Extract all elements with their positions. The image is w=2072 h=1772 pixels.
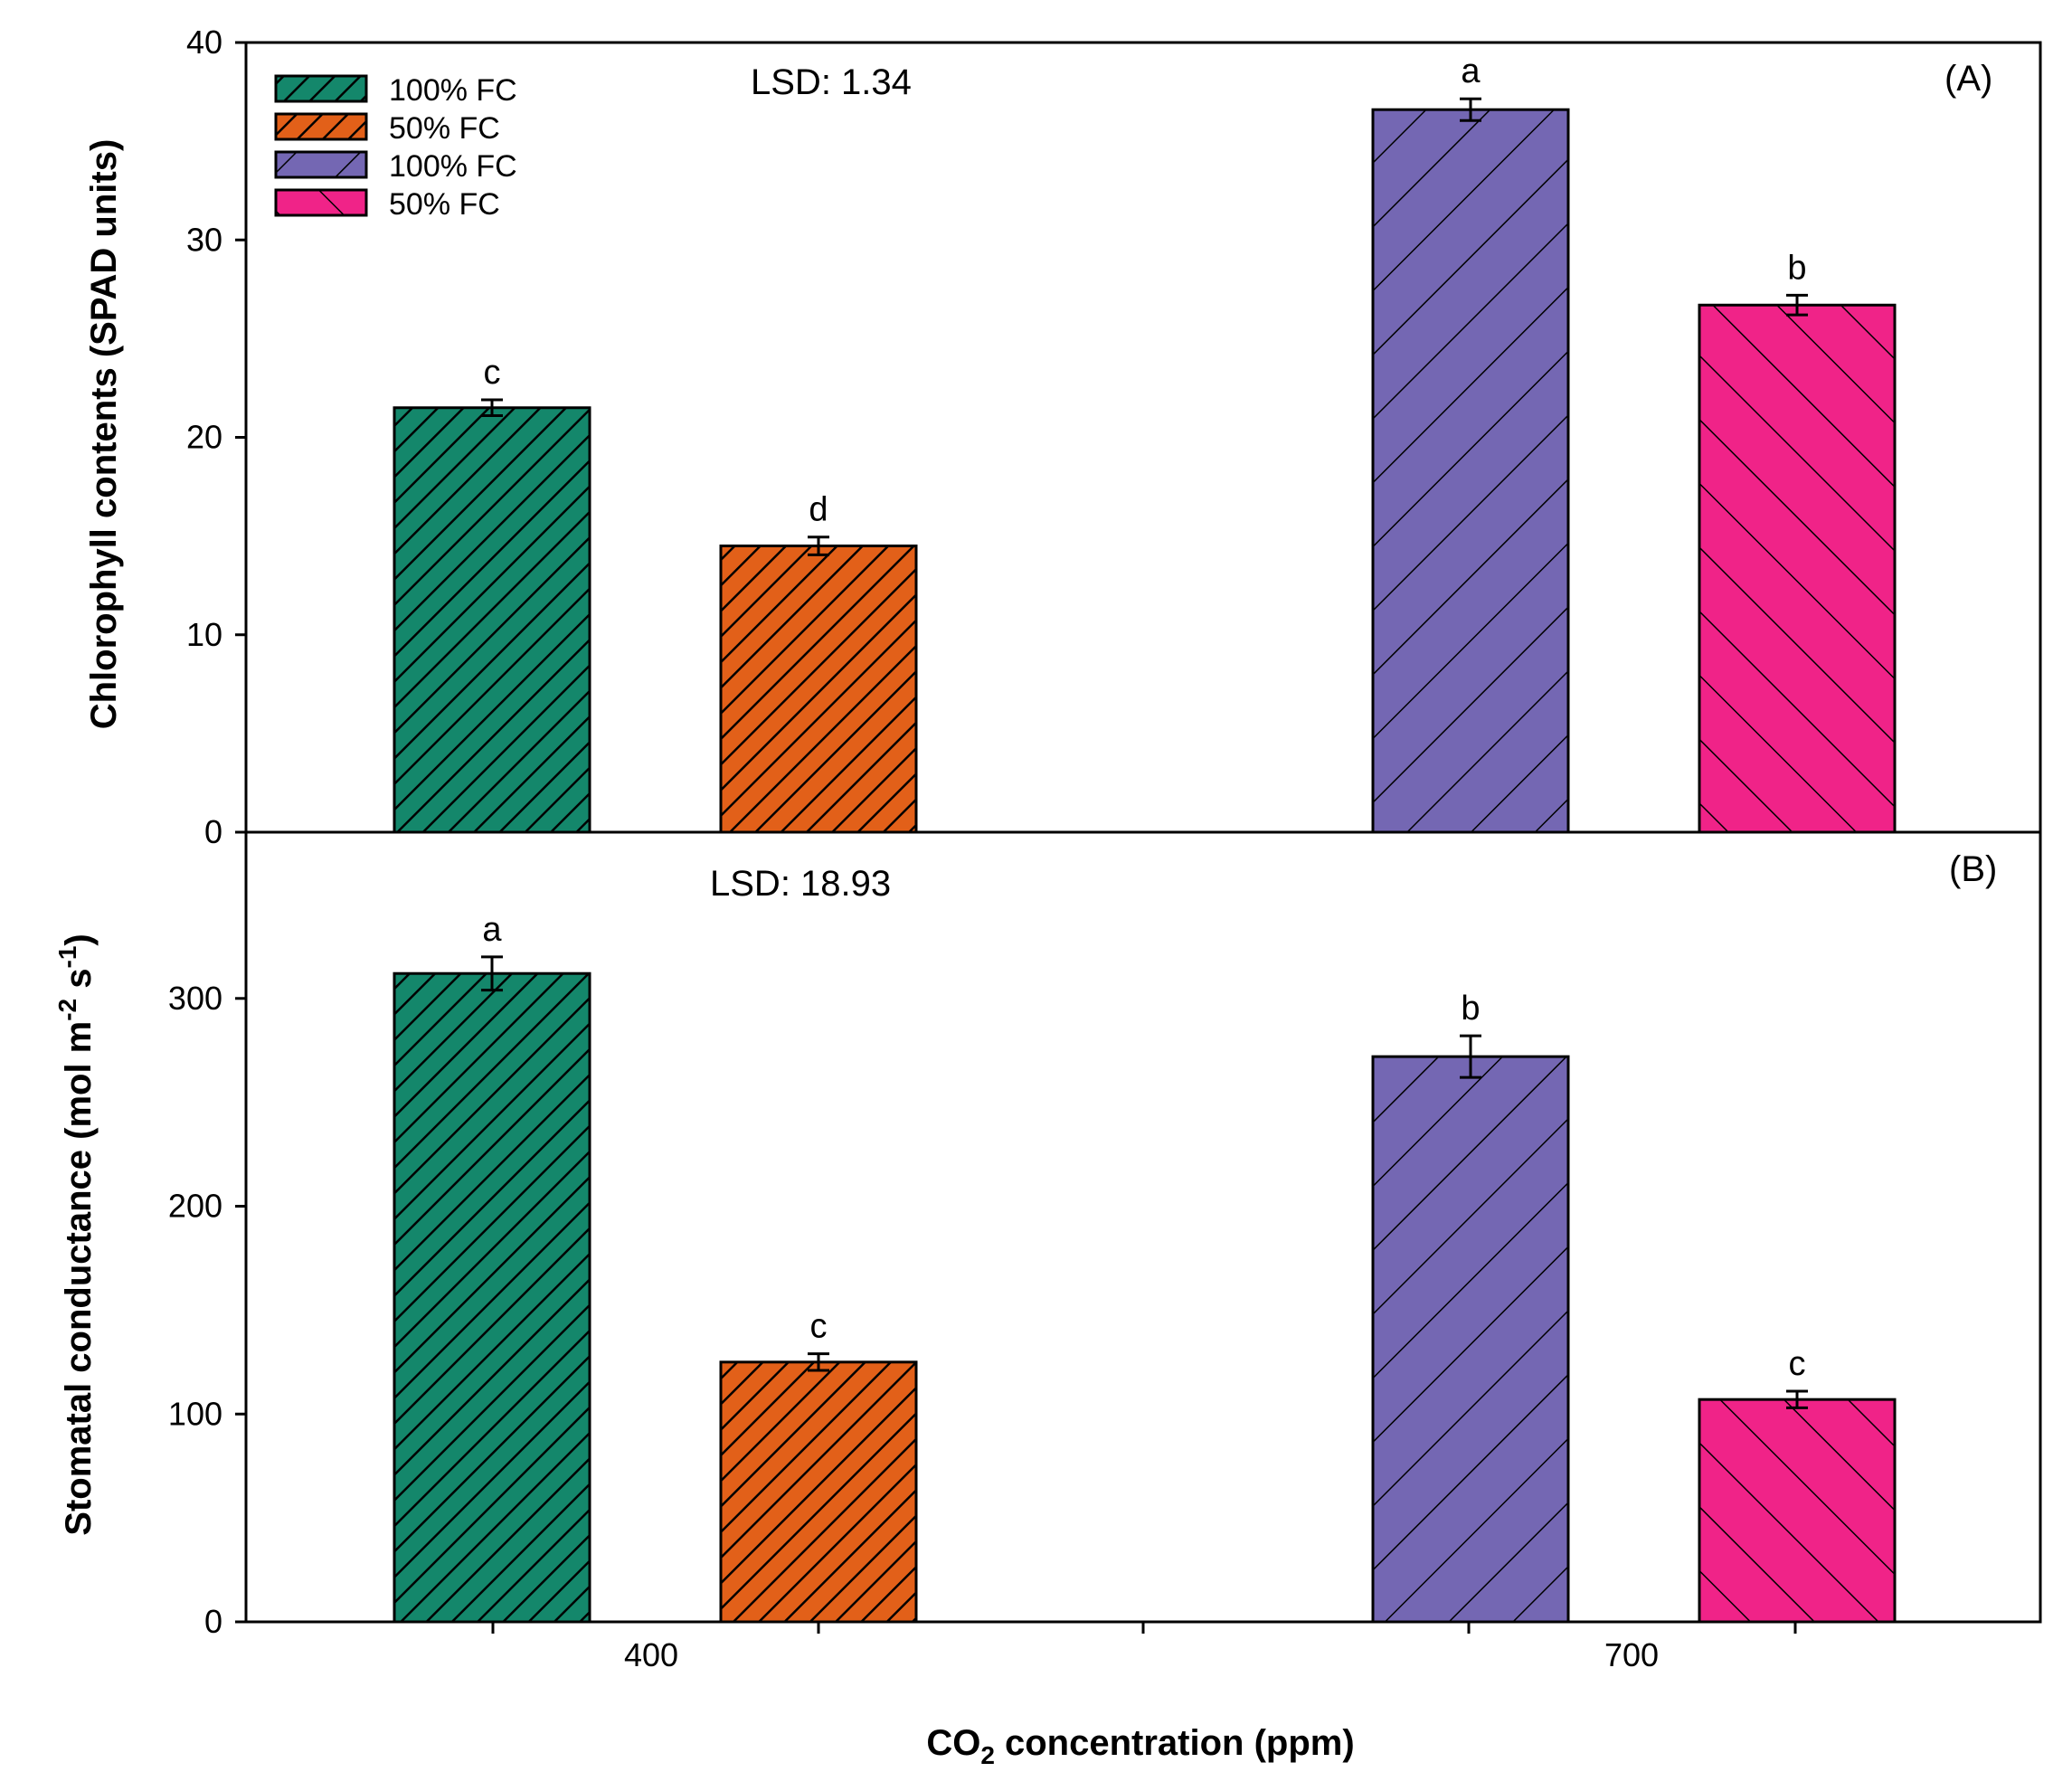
legend-label-3: 100% FC: [389, 149, 517, 184]
legend-swatch-3: [274, 150, 368, 179]
panel-a-bar-1: [393, 406, 591, 834]
legend-swatch-4: [274, 188, 368, 217]
panel-b-sig-letter-1: a: [482, 911, 502, 949]
x-axis: 400 700: [491, 1622, 1797, 1673]
panel-b-bar-3: [1371, 1055, 1570, 1624]
panel-b-y-tick-label-100: 100: [168, 1395, 222, 1432]
panel-a-y-tick-label-30: 30: [186, 221, 222, 258]
panel-b-lsd: LSD: 18.93: [710, 864, 891, 904]
panel-b-plot: 0 100 200 300 a c b c: [168, 911, 1897, 1640]
x-axis-title: CO2 concentration (ppm): [926, 1723, 1354, 1769]
legend-label-4: 50% FC: [389, 187, 500, 222]
legend-label-1: 100% FC: [389, 73, 517, 108]
panel-a-label: (A): [1944, 59, 1992, 99]
legend: 100% FC 50% FC 100% FC 50% FC: [274, 73, 517, 222]
panel-a-sig-letter-4: b: [1787, 249, 1806, 287]
legend-label-2: 50% FC: [389, 111, 500, 146]
panel-b-y-tick-label-200: 200: [168, 1188, 222, 1225]
panel-a-y-title: Chlorophyll contents (SPAD units): [84, 139, 124, 730]
panel-b-y-tick-label-300: 300: [168, 980, 222, 1017]
panel-a-sig-letter-1: c: [484, 354, 501, 392]
panel-a-sig-letter-2: d: [809, 491, 828, 529]
panel-a-y-tick-label-0: 0: [204, 813, 222, 850]
panel-b-y-tick-label-0: 0: [204, 1603, 222, 1640]
panel-a-sig-letter-3: a: [1461, 52, 1481, 90]
panel-b-sig-letter-2: c: [810, 1308, 828, 1346]
panel-b-bar-4: [1698, 1398, 1897, 1624]
panel-b-sig-letter-4: c: [1789, 1345, 1806, 1383]
legend-swatch-1: [274, 74, 368, 103]
panel-b-bar-1: [393, 971, 591, 1624]
x-tick-label-400: 400: [624, 1636, 678, 1673]
panel-a-y-tick-label-20: 20: [186, 419, 222, 456]
panel-a-bar-4: [1698, 303, 1897, 834]
panel-a-bar-2: [719, 545, 918, 834]
panel-a-bar-3: [1371, 108, 1570, 834]
panel-b-sig-letter-3: b: [1461, 990, 1480, 1028]
panel-a-y-tick-label-40: 40: [186, 24, 222, 61]
panel-b-y-title: Stomatal conductance (mol m-2 s-1): [53, 933, 99, 1535]
panel-b-bar-2: [719, 1360, 918, 1624]
panel-a-plot: 0 10 20 30 40 c d a b: [186, 24, 1897, 850]
panel-a-lsd: LSD: 1.34: [751, 62, 912, 102]
panel-a-y-tick-label-10: 10: [186, 616, 222, 653]
panel-b-label: (B): [1949, 849, 1997, 889]
x-tick-label-700: 700: [1604, 1636, 1659, 1673]
legend-swatch-2: [274, 112, 368, 141]
